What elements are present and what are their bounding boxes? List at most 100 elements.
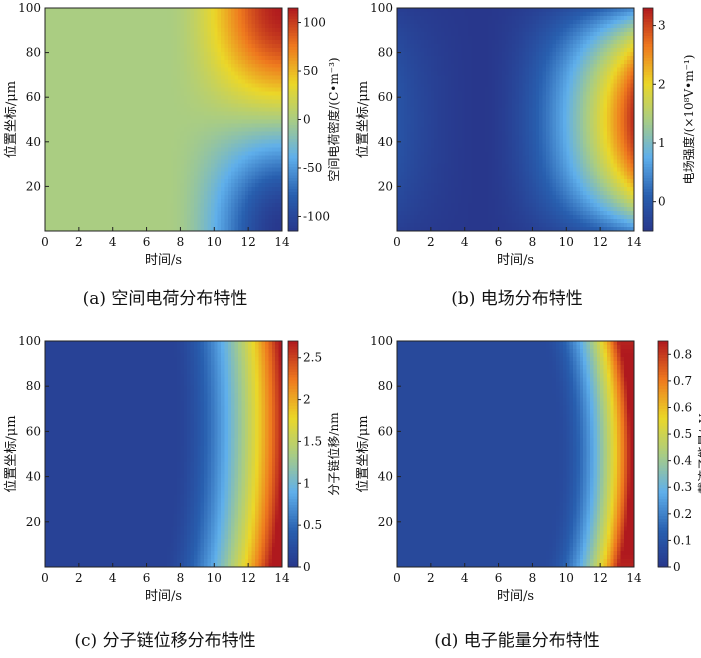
heatmap-cell xyxy=(180,175,185,180)
heatmap-cell xyxy=(244,75,249,81)
heatmap-cell xyxy=(82,175,87,180)
heatmap-cell xyxy=(244,159,249,164)
heatmap-cell xyxy=(75,31,80,37)
heatmap-cell xyxy=(224,159,229,164)
heatmap-cell xyxy=(217,135,222,141)
heatmap-cell xyxy=(75,51,80,57)
heatmap-cell xyxy=(217,27,222,33)
heatmap-cell xyxy=(55,51,60,57)
heatmap-cell xyxy=(122,187,127,192)
heatmap-cell xyxy=(105,211,110,216)
heatmap-cell xyxy=(153,75,158,81)
heatmap-cell xyxy=(92,115,97,121)
heatmap-cell xyxy=(102,187,107,192)
heatmap-cell xyxy=(139,143,144,148)
colorbar-label: 空间电荷密度/(C•m⁻³) xyxy=(326,57,341,181)
heatmap-cell xyxy=(92,203,97,208)
heatmap-cell xyxy=(95,83,100,89)
heatmap-cell xyxy=(129,223,134,228)
heatmap-cell xyxy=(99,171,104,176)
heatmap-cell xyxy=(136,223,141,228)
heatmap-cell xyxy=(204,115,209,121)
heatmap-cell xyxy=(193,99,198,105)
heatmap-cell xyxy=(207,111,212,117)
heatmap-cell xyxy=(244,31,249,37)
heatmap-cell xyxy=(126,79,131,85)
heatmap-cell xyxy=(244,71,249,77)
heatmap-cell xyxy=(241,147,246,152)
heatmap-cell xyxy=(183,135,188,141)
heatmap-cell xyxy=(45,191,49,196)
heatmap-cell xyxy=(170,15,175,21)
heatmap-cell xyxy=(116,115,121,121)
heatmap-cell xyxy=(177,51,182,57)
heatmap-cell xyxy=(153,11,158,17)
heatmap-cell xyxy=(183,11,188,17)
heatmap-cell xyxy=(72,147,77,152)
heatmap-cell xyxy=(55,83,60,89)
heatmap-cell xyxy=(68,111,73,117)
heatmap-cell xyxy=(166,215,171,220)
heatmap-cell xyxy=(241,99,246,105)
heatmap-cell xyxy=(237,191,242,196)
heatmap-cell xyxy=(163,191,168,196)
heatmap-cell xyxy=(241,163,246,168)
heatmap-cell xyxy=(116,191,121,196)
heatmap-cell xyxy=(180,8,185,13)
heatmap-cell xyxy=(149,19,154,25)
heatmap-cell xyxy=(45,135,49,141)
heatmap-cell xyxy=(190,79,195,85)
heatmap-cell xyxy=(149,63,154,69)
heatmap-cell xyxy=(85,203,90,208)
heatmap-cell xyxy=(105,151,110,156)
heatmap-cell xyxy=(180,27,185,33)
heatmap-cell xyxy=(65,139,70,144)
heatmap-cell xyxy=(55,39,60,45)
heatmap-cell xyxy=(85,59,90,65)
heatmap-cell xyxy=(200,199,205,204)
heatmap-cell xyxy=(143,107,148,113)
heatmap-cell xyxy=(143,35,148,41)
heatmap-cell xyxy=(92,183,97,188)
heatmap-cell xyxy=(227,131,232,137)
heatmap-cell xyxy=(177,115,182,121)
heatmap-cell xyxy=(163,155,168,160)
heatmap-cell xyxy=(133,143,138,148)
heatmap-cell xyxy=(227,83,232,89)
heatmap-cell xyxy=(139,211,144,216)
heatmap-cell xyxy=(170,59,175,65)
heatmap-cell xyxy=(78,163,83,168)
heatmap-cell xyxy=(180,191,185,196)
heatmap-cell xyxy=(82,163,87,168)
heatmap-cell xyxy=(133,43,138,49)
heatmap-cell xyxy=(180,187,185,192)
heatmap-cell xyxy=(45,211,49,216)
heatmap-cell xyxy=(116,183,121,188)
heatmap-cell xyxy=(210,39,215,45)
heatmap-cell xyxy=(173,63,178,69)
heatmap-cell xyxy=(133,59,138,65)
heatmap-cell xyxy=(224,203,229,208)
heatmap-cell xyxy=(244,35,249,41)
heatmap-cell xyxy=(51,31,56,37)
heatmap-cell xyxy=(82,215,87,220)
heatmap-cell xyxy=(237,179,242,184)
heatmap-cell xyxy=(99,159,104,164)
heatmap-cell xyxy=(129,103,134,109)
heatmap-cell xyxy=(102,215,107,220)
heatmap-cell xyxy=(177,167,182,172)
heatmap-cell xyxy=(58,95,63,101)
heatmap-cell xyxy=(48,59,53,65)
heatmap-cell xyxy=(119,199,124,204)
heatmap-cell xyxy=(133,203,138,208)
heatmap-cell xyxy=(75,159,80,164)
heatmap-cell xyxy=(204,79,209,85)
heatmap-cell xyxy=(163,119,168,125)
heatmap-cell xyxy=(65,199,70,204)
heatmap-cell xyxy=(193,215,198,220)
colorbar-tick-label: -100 xyxy=(303,209,330,223)
heatmap-cell xyxy=(61,187,66,192)
heatmap-cell xyxy=(92,219,97,224)
heatmap-cell xyxy=(149,39,154,45)
heatmap-cell xyxy=(237,75,242,81)
